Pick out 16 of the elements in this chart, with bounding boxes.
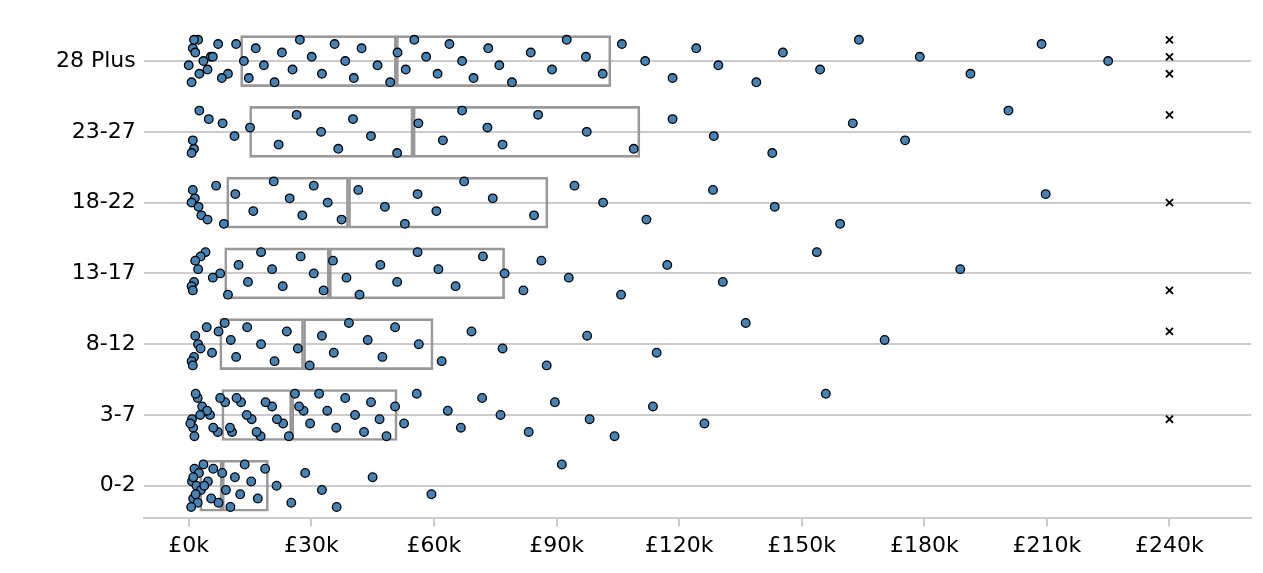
y-tick-label: 18-22	[71, 188, 136, 214]
y-tick-label: 23-27	[71, 117, 136, 143]
x-tick-label: £90k	[529, 531, 585, 557]
y-tick-label: 8-12	[85, 329, 136, 355]
x-tick-label: £0k	[168, 531, 210, 557]
x-tick-label: £150k	[767, 531, 837, 557]
y-tick-label: 3-7	[99, 400, 136, 426]
x-tick-label: £30k	[283, 531, 339, 557]
x-tick-label: £180k	[889, 531, 959, 557]
y-tick-label: 0-2	[99, 471, 136, 497]
y-tick-label: 28 Plus	[55, 46, 136, 72]
x-tick-label: £60k	[406, 531, 462, 557]
x-tick-label: £240k	[1135, 531, 1205, 557]
x-tick-label: £120k	[644, 531, 714, 557]
y-tick-label: 13-17	[71, 259, 136, 285]
x-tick-label: £210k	[1012, 531, 1082, 557]
